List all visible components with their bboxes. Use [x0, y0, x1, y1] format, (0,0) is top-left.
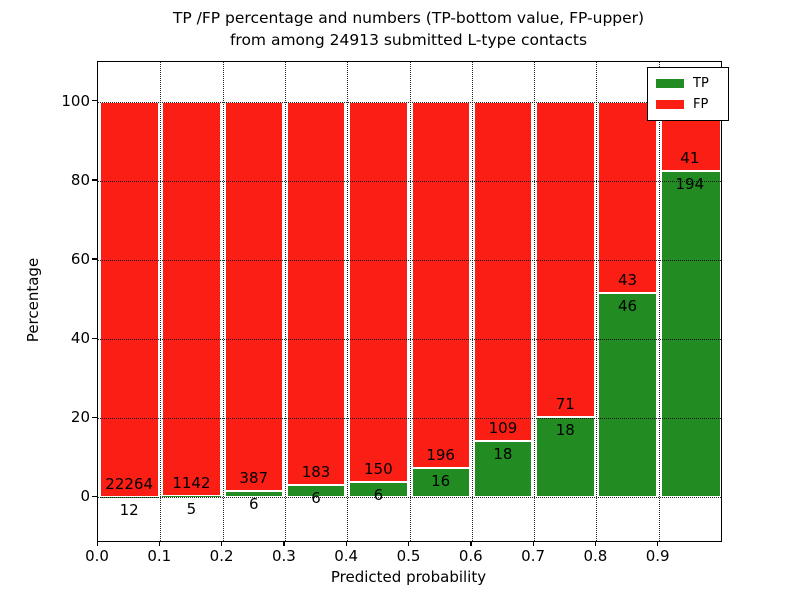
- y-tick-mark: [92, 337, 97, 339]
- y-tick-mark: [92, 179, 97, 181]
- fp-count-label: 1142: [172, 473, 211, 492]
- fp-legend-label: FP: [693, 96, 709, 112]
- tp-bar: [162, 495, 221, 498]
- x-tick-mark: [594, 541, 597, 546]
- chart-title-line2: from among 24913 submitted L-type contac…: [229, 31, 588, 49]
- fp-bar: [224, 101, 284, 492]
- tp-count-label: 18: [555, 421, 575, 440]
- fp-count-label: 109: [488, 419, 518, 438]
- x-tick-mark: [657, 541, 659, 546]
- plot-area: TP FP 22264 12 1142 5 387 6 183 6 150 6 196 16 109 18…: [97, 61, 729, 542]
- tp-count-label: 194: [675, 174, 705, 193]
- v-gridline: [658, 62, 660, 541]
- x-tick-label: 0.8: [583, 547, 608, 565]
- tp-count-label: 6: [373, 486, 384, 505]
- fp-count-label: 71: [555, 395, 575, 414]
- x-tick-mark: [470, 541, 472, 546]
- fp-count-label: 387: [239, 469, 269, 488]
- v-gridline: [160, 62, 162, 541]
- v-gridline: [471, 62, 473, 541]
- v-gridline: [534, 62, 536, 541]
- chart-title-line1: TP /FP percentage and numbers (TP-bottom…: [172, 9, 645, 27]
- tp-count-label: 16: [431, 471, 451, 490]
- tp-bar: [286, 484, 346, 498]
- tp-legend-label: TP: [693, 75, 709, 91]
- tp-bar: [411, 467, 470, 498]
- x-tick-label: 0.4: [334, 547, 359, 565]
- x-axis-label: Predicted probability: [330, 568, 487, 586]
- x-tick-mark: [158, 541, 161, 546]
- x-tick-mark: [96, 541, 98, 546]
- x-tick-label: 0.1: [147, 547, 172, 565]
- x-tick-mark: [345, 541, 347, 546]
- fp-bar: [286, 101, 346, 485]
- fp-legend-swatch: [656, 100, 684, 109]
- fp-bar: [349, 101, 408, 483]
- legend-entry-tp: TP: [656, 73, 720, 94]
- fp-bar: [162, 101, 221, 496]
- fp-bar: [100, 101, 159, 498]
- fp-bar: [536, 101, 595, 418]
- v-gridline: [347, 62, 349, 541]
- fp-count-label: 183: [301, 462, 331, 481]
- y-tick-label: 0: [80, 487, 90, 506]
- y-tick-label: 60: [70, 249, 90, 268]
- fp-count-label: 196: [426, 445, 455, 464]
- x-tick-label: 0.0: [85, 547, 109, 565]
- fp-count-label: 43: [618, 270, 638, 289]
- y-tick-mark: [92, 258, 97, 260]
- x-tick-label: 0.2: [209, 547, 234, 565]
- tp-count-label: 6: [311, 488, 321, 507]
- x-tick-label: 0.5: [396, 547, 421, 565]
- x-tick-mark: [221, 541, 223, 546]
- y-tick-label: 100: [61, 91, 90, 110]
- tp-count-label: 46: [618, 296, 638, 315]
- x-tick-label: 0.6: [458, 547, 483, 565]
- tp-bar: [660, 170, 721, 498]
- tp-bar: [598, 292, 657, 498]
- legend: TP FP: [647, 67, 729, 121]
- v-gridline: [409, 62, 411, 541]
- fp-bar: [411, 101, 470, 468]
- x-tick-label: 0.3: [271, 547, 296, 565]
- tp-count-label: 12: [119, 501, 139, 520]
- fp-count-label: 150: [364, 460, 393, 479]
- x-tick-mark: [283, 541, 285, 546]
- fp-count-label: 22264: [105, 475, 154, 494]
- tp-bar: [536, 417, 595, 498]
- chart-title: TP /FP percentage and numbers (TP-bottom…: [97, 7, 720, 51]
- legend-entry-fp: FP: [656, 94, 720, 115]
- fp-bar: [598, 101, 657, 293]
- x-tick-label: 0.9: [645, 547, 670, 565]
- v-gridline: [284, 62, 286, 541]
- fp-bar: [473, 101, 533, 442]
- tp-count-label: 18: [493, 445, 513, 464]
- y-tick-mark: [92, 100, 97, 102]
- tp-count-label: 6: [248, 495, 259, 514]
- y-tick-label: 80: [70, 170, 90, 189]
- v-gridline: [596, 62, 598, 541]
- tp-bar: [473, 441, 533, 498]
- y-tick-label: 20: [70, 408, 90, 427]
- tp-bar: [224, 491, 284, 498]
- x-tick-mark: [408, 541, 410, 546]
- tp-bar: [349, 482, 408, 498]
- y-tick-label: 40: [70, 329, 90, 348]
- tp-count-label: 5: [186, 499, 197, 518]
- x-tick-mark: [532, 541, 534, 546]
- y-tick-mark: [92, 416, 97, 419]
- tp-legend-swatch: [656, 79, 684, 88]
- x-tick-label: 0.7: [521, 547, 546, 565]
- v-gridline: [222, 62, 224, 541]
- fp-count-label: 41: [680, 148, 700, 167]
- y-tick-mark: [92, 495, 97, 498]
